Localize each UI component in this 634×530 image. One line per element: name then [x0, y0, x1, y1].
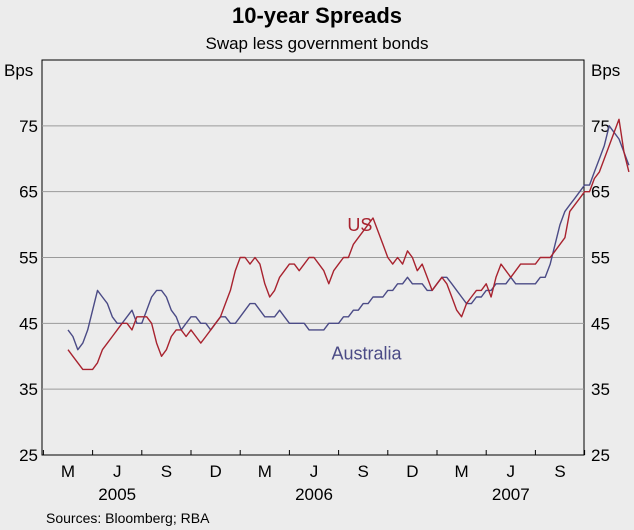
- x-tick-month: J: [310, 462, 319, 481]
- series-line-australia: [67, 125, 630, 351]
- x-tick-year: 2005: [98, 485, 136, 504]
- y-tick-right: 35: [591, 380, 610, 399]
- chart-title: 10-year Spreads: [232, 3, 402, 28]
- x-tick-month: M: [455, 462, 469, 481]
- y-tick-left: 25: [19, 446, 38, 465]
- x-tick-month: S: [161, 462, 172, 481]
- x-tick-month: M: [258, 462, 272, 481]
- x-tick-month: S: [554, 462, 565, 481]
- y-tick-right: 25: [591, 446, 610, 465]
- series-line-us: [67, 118, 630, 371]
- x-tick-month: J: [113, 462, 122, 481]
- y-tick-left: 65: [19, 183, 38, 202]
- series-label-australia: Australia: [331, 344, 402, 364]
- x-tick-month: D: [209, 462, 221, 481]
- y-tick-right: 45: [591, 314, 610, 333]
- x-tick-month: D: [406, 462, 418, 481]
- y-tick-left: 35: [19, 380, 38, 399]
- chart-source: Sources: Bloomberg; RBA: [46, 510, 210, 526]
- x-tick-year: 2006: [295, 485, 333, 504]
- x-tick-month: S: [358, 462, 369, 481]
- y-tick-left: 45: [19, 314, 38, 333]
- y-tick-left: 75: [19, 117, 38, 136]
- y-axis-unit-left: Bps: [4, 61, 33, 80]
- series-label-us: US: [347, 215, 372, 235]
- x-tick-month: J: [507, 462, 516, 481]
- chart-subtitle: Swap less government bonds: [205, 34, 429, 53]
- y-tick-right: 75: [591, 117, 610, 136]
- x-tick-month: M: [61, 462, 75, 481]
- y-tick-right: 65: [591, 183, 610, 202]
- y-tick-left: 55: [19, 249, 38, 268]
- y-tick-right: 55: [591, 249, 610, 268]
- y-axis-unit-right: Bps: [591, 61, 620, 80]
- x-tick-year: 2007: [492, 485, 530, 504]
